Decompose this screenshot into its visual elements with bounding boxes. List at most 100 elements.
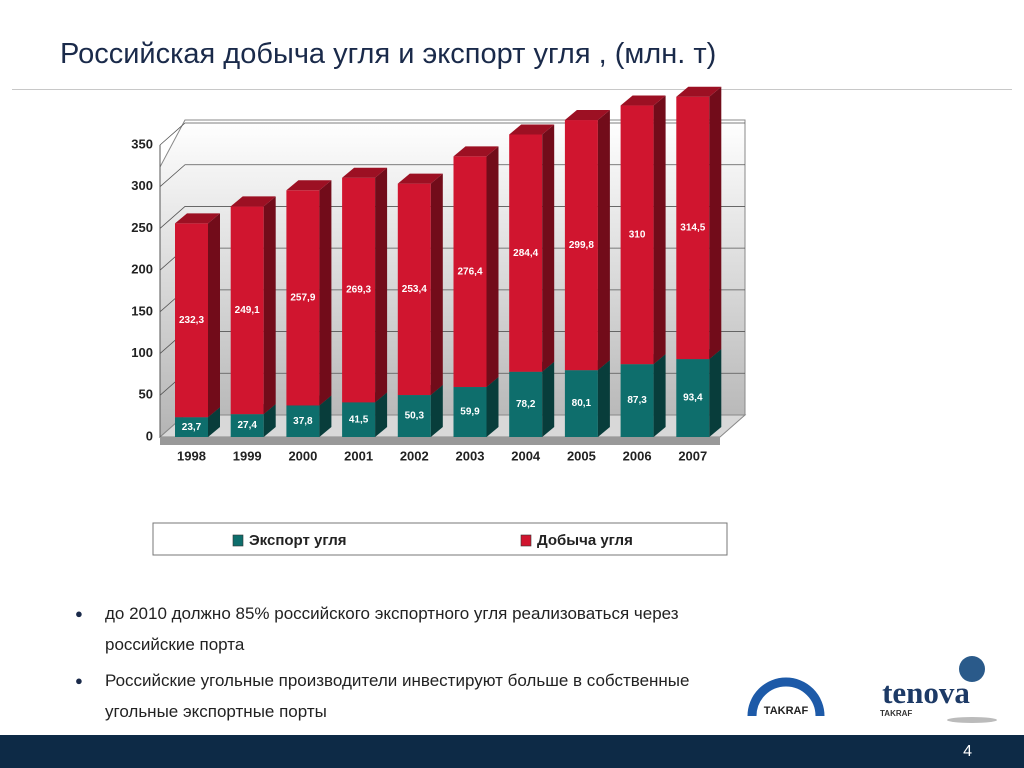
grid-line [159,206,745,229]
data-label: 299,8 [569,240,594,251]
bar [175,417,208,437]
bar [564,120,598,371]
x-tick-label: 1999 [233,448,262,463]
bar-side [653,95,666,365]
logo-text: TAKRAF [764,705,809,717]
x-tick-label: 2002 [400,448,429,463]
logo-tenova: tenova TAKRAF [880,656,997,723]
y-tick-label: 100 [131,345,153,360]
data-label: 41,5 [349,414,369,425]
bar-side [430,173,443,396]
legend-box [152,522,728,556]
x-tick-label: 2005 [567,448,596,463]
y-tick-label: 0 [146,428,153,443]
bar-side [263,404,276,437]
bar-top [564,110,610,121]
bar-side [319,395,332,437]
divider [12,89,1012,90]
bar [286,405,320,437]
x-tick-label: 2001 [344,448,373,463]
x-tick-label: 1998 [177,448,206,463]
bar-top [286,180,332,191]
data-label: 87,3 [627,395,647,406]
bar-top [230,196,276,207]
bar [620,105,654,365]
bar-side [709,349,722,437]
bar [175,223,208,418]
data-label: 249,1 [235,305,260,316]
bar [230,206,264,415]
data-label: 50,3 [405,411,425,422]
slide-title: Российская добыча угля и экспорт угля , … [60,38,717,70]
legend-swatch [232,534,244,547]
bar-side [486,377,499,437]
logo-subtext: TAKRAF [880,709,912,718]
y-tick-label: 200 [131,262,153,277]
bar [620,364,654,437]
chart: TAKRAF tenova TAKRAF 0 50 100 150 200 250 300 3… [131,86,997,723]
bullet-list: до 2010 должно 85% российского экспортно… [75,598,695,732]
bar-side [208,407,220,437]
logo-text: tenova [882,675,970,710]
x-tick-label: 2003 [456,448,485,463]
bar-side [375,167,388,403]
data-label: 93,4 [683,393,703,404]
data-label: 284,4 [513,248,538,259]
bar [286,190,320,406]
y-tick-label: 150 [131,303,153,318]
bar-side [430,385,443,437]
legend-label: Добыча угля [537,532,633,549]
x-tick-label: 2007 [678,448,707,463]
data-label: 80,1 [572,398,592,409]
logo-arc [747,677,825,717]
data-label: 59,9 [460,407,480,418]
data-label: 276,4 [457,266,482,277]
page-number: 4 [963,743,972,760]
logo-takraf: TAKRAF [747,677,825,717]
data-label: 257,9 [290,293,315,304]
bar-side [375,392,388,437]
bar-side [542,124,555,372]
bar-top [453,146,499,157]
bullet: до 2010 должно 85% российского экспортно… [75,598,695,660]
y-tick-label: 50 [139,387,153,402]
bar-top [175,213,220,224]
bar-top [342,167,388,178]
bar-top [397,173,443,184]
bar [676,96,710,360]
bullet: Российские угольные производители инвест… [75,665,695,727]
grid-line [159,164,745,188]
bar-top [620,95,666,106]
bar-side [597,360,610,437]
bar-side [709,86,722,360]
bar [509,134,543,372]
data-label: 27,4 [237,420,257,431]
bar-side [542,361,555,437]
data-label: 37,8 [293,416,313,427]
bar [453,156,487,388]
legend-label: Экспорт угля [249,532,347,549]
bar-side [653,354,666,437]
data-label: 23,7 [182,422,202,433]
data-label: 269,3 [346,285,371,296]
bar [453,387,487,437]
bar [342,177,376,403]
bar [230,414,264,437]
bar [342,402,376,437]
logo-shadow [947,717,997,723]
bar [397,183,431,396]
x-tick-label: 2006 [623,448,652,463]
legend-swatch [520,534,532,547]
y-tick-label: 300 [131,178,153,193]
grid-line [159,122,745,146]
x-tick-label: 2004 [511,448,541,463]
floor-edge [160,437,720,445]
bar-top [676,86,722,97]
data-label: 232,3 [179,315,204,326]
data-label: 253,4 [402,284,427,295]
footer: 4 [0,735,1024,768]
bar-side [597,110,610,371]
y-tick-label: 350 [131,136,153,151]
x-tick-label: 2000 [288,448,317,463]
